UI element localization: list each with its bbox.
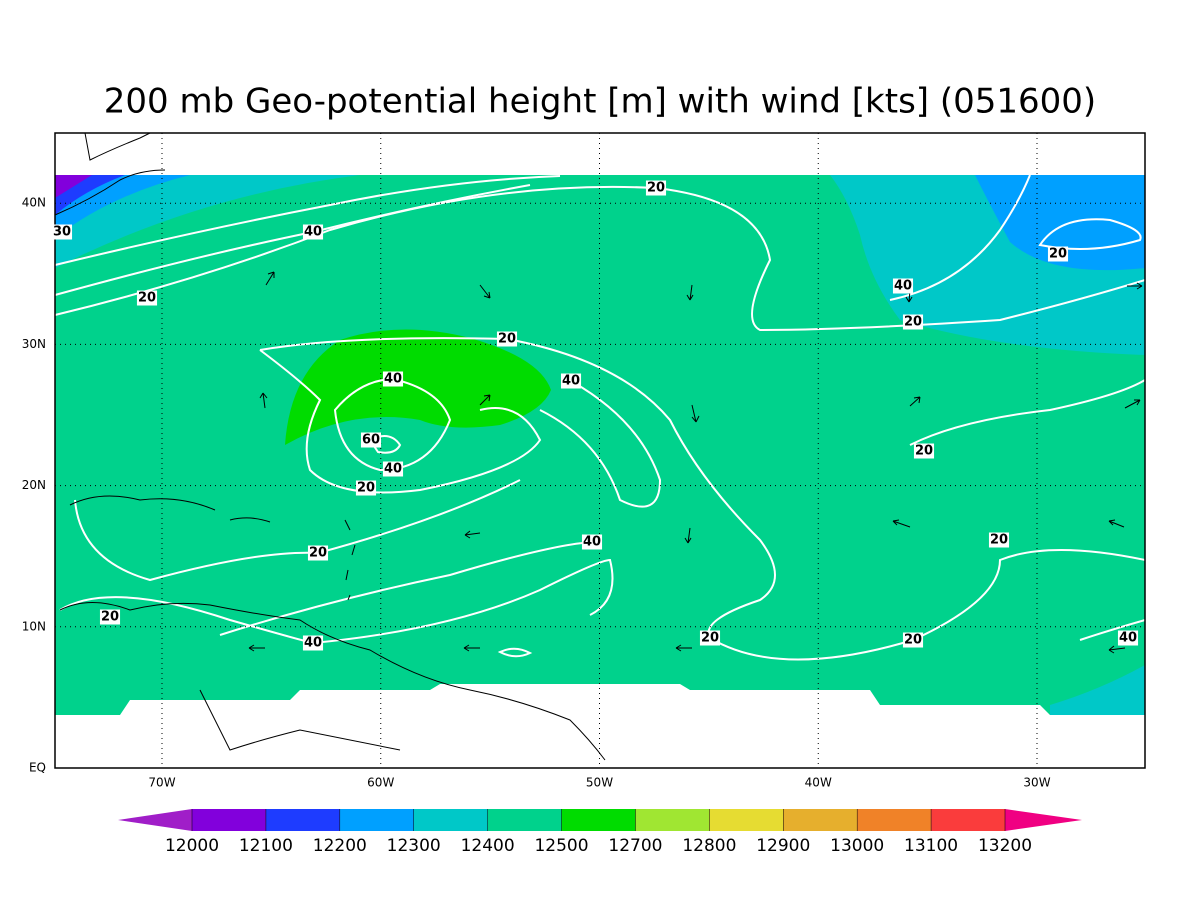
colorbar-label: 12800 — [682, 836, 736, 856]
map-fill — [55, 175, 1145, 715]
contour-label-box — [360, 432, 382, 448]
contour-label: 20 — [701, 631, 719, 646]
contour-label-box — [51, 224, 73, 240]
colorbar-label: 12500 — [534, 836, 588, 856]
contour-label-box — [560, 373, 582, 389]
contour-label-box — [302, 224, 324, 240]
colorbar-label: 12300 — [387, 836, 441, 856]
colorbar-label: 12900 — [756, 836, 810, 856]
contour-label: 40 — [562, 374, 580, 389]
contour-label-box — [307, 545, 329, 561]
coastlines — [54, 132, 606, 761]
lon-label: 50W — [586, 776, 613, 790]
colorbar-label: 12700 — [608, 836, 662, 856]
colorbar-swatch — [339, 809, 414, 831]
contour-label: 60 — [362, 433, 380, 448]
contour-label: 20 — [498, 332, 516, 347]
map-frame — [54, 132, 1146, 769]
lon-label: 30W — [1023, 776, 1050, 790]
lat-label: 40N — [22, 196, 46, 210]
colorbar-label: 13100 — [904, 836, 958, 856]
colorbar-arrow — [118, 809, 192, 831]
colorbar-swatch — [709, 809, 784, 831]
contour-label-box — [988, 532, 1010, 548]
colorbar-label: 12000 — [165, 836, 219, 856]
contour-label-box — [1047, 246, 1069, 262]
lon-label: 40W — [805, 776, 832, 790]
colorbar-swatch — [783, 809, 858, 831]
contour-label-box — [581, 534, 603, 550]
contour-label-box — [902, 632, 924, 648]
contour-label: 40 — [894, 279, 912, 294]
contour-label: 20 — [1049, 247, 1067, 262]
colorbar-label: 12100 — [239, 836, 293, 856]
contour-label: 40 — [384, 462, 402, 477]
colorbar: 12000 12100 12200 12300 12400 12500 12700 12800… — [118, 809, 1082, 856]
lat-label: 30N — [22, 337, 46, 351]
lat-label: 10N — [22, 619, 46, 633]
contour-label-box — [136, 290, 158, 306]
contour-label: 20 — [309, 546, 327, 561]
contour-label-box — [645, 180, 667, 196]
contour-label-box — [699, 630, 721, 646]
colorbar-arrow — [1005, 809, 1082, 831]
colorbar-swatch — [487, 809, 562, 831]
colorbar-swatch — [413, 809, 488, 831]
colorbar-swatch — [192, 809, 266, 831]
contour-label-box — [496, 331, 518, 347]
contour-label: 30 — [53, 225, 71, 240]
contour-label: 20 — [990, 533, 1008, 548]
contour-labels: 20 40 30 20 20 40 20 20 40 40 60 40 20 2… — [51, 180, 1139, 651]
contour-label: 20 — [101, 610, 119, 625]
contour-label: 40 — [304, 225, 322, 240]
contour-label-box — [913, 443, 935, 459]
contour-label-box — [382, 461, 404, 477]
colorbar-label: 13000 — [830, 836, 884, 856]
contour-label: 20 — [647, 181, 665, 196]
contour-label: 20 — [915, 444, 933, 459]
lat-label: 20N — [22, 478, 46, 492]
lon-label: 70W — [148, 776, 175, 790]
contour-label-box — [902, 314, 924, 330]
colorbar-swatch — [561, 809, 636, 831]
colorbar-swatch — [931, 809, 1005, 831]
colorbar-swatch — [265, 809, 340, 831]
lat-label: EQ — [29, 761, 46, 775]
contour-label-box — [382, 371, 404, 387]
lon-label: 60W — [367, 776, 394, 790]
contour-label: 20 — [138, 291, 156, 306]
contour-label: 20 — [904, 633, 922, 648]
contour-label: 40 — [1119, 631, 1137, 646]
colorbar-swatch — [635, 809, 710, 831]
contour-label: 20 — [904, 315, 922, 330]
title: 200 mb Geo-potential height [m] with win… — [104, 82, 1096, 122]
colorbar-label: 12400 — [461, 836, 515, 856]
contour-label: 40 — [304, 636, 322, 651]
contour-label-box — [892, 278, 914, 294]
colorbar-label: 12200 — [313, 836, 367, 856]
wind-arrows — [248, 271, 1143, 654]
contour-label: 40 — [384, 372, 402, 387]
contour-label: 40 — [583, 535, 601, 550]
contour-label: 20 — [357, 481, 375, 496]
colorbar-swatch — [857, 809, 932, 831]
colorbar-label: 13200 — [978, 836, 1032, 856]
graticule — [55, 133, 1145, 768]
contour-label-box — [355, 480, 377, 496]
contour-label-box — [302, 635, 324, 651]
contour-label-box — [99, 609, 121, 625]
contour-label-box — [1117, 630, 1139, 646]
